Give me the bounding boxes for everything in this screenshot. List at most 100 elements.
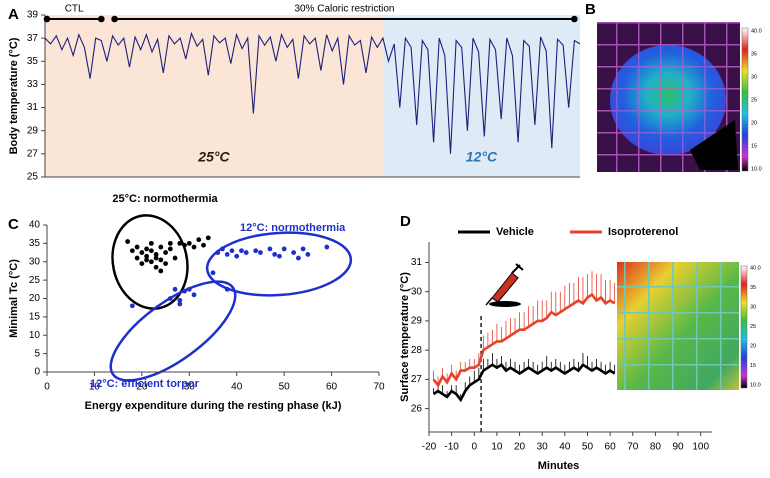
point	[210, 270, 216, 276]
point	[148, 259, 154, 265]
panel-letter: B	[585, 1, 596, 18]
cluster-ellipses	[109, 214, 353, 382]
point	[205, 235, 211, 241]
point	[139, 250, 145, 255]
y-tick-label: 30	[29, 256, 41, 267]
point	[153, 252, 159, 257]
region-label: 25°C	[197, 149, 230, 165]
scale-label: 35	[751, 51, 757, 57]
y-tick-label: 35	[27, 56, 39, 67]
line	[44, 31, 581, 154]
point	[186, 286, 192, 292]
period-end	[43, 15, 51, 23]
thermal-image-b	[597, 22, 749, 172]
point	[224, 286, 230, 292]
y-tick-label: 26	[411, 403, 423, 414]
y-tick-label: 27	[27, 148, 39, 159]
y-tick-label: 0	[34, 367, 40, 378]
point	[182, 288, 187, 294]
point	[220, 246, 225, 252]
x-tick-label: 0	[471, 442, 477, 453]
point	[272, 252, 278, 257]
point	[234, 253, 240, 259]
x-tick-label: 50	[279, 382, 291, 393]
point	[163, 261, 168, 266]
y-axis-title: Body temperature (°C)	[8, 37, 20, 154]
x-tick-label: 30	[184, 382, 196, 393]
point	[134, 255, 140, 261]
x-tick-label: 10	[89, 382, 101, 393]
y-tick-label: 37	[27, 33, 39, 44]
period-end	[98, 15, 105, 23]
y-tick-label: 35	[29, 238, 41, 249]
period-end	[111, 15, 118, 23]
point	[215, 250, 221, 255]
x-tick-label: -20	[422, 442, 437, 453]
scale-label: 20	[750, 343, 756, 349]
point	[153, 264, 159, 270]
annotation: 12°C: normothermia	[240, 222, 346, 234]
y-tick-label: 29	[27, 125, 39, 136]
x-tick-label: 10	[491, 442, 503, 453]
point	[196, 237, 202, 243]
point	[134, 244, 140, 250]
point	[324, 244, 330, 250]
panel-letter: C	[8, 216, 19, 233]
y-tick-label: 15	[29, 312, 41, 323]
point	[158, 257, 164, 263]
scale-label: 25	[750, 324, 756, 330]
point	[258, 250, 263, 255]
point	[129, 303, 135, 309]
x-tick-label: 60	[326, 382, 338, 393]
point	[300, 246, 306, 252]
y-tick-label: 27	[411, 374, 423, 385]
scale-label: 15	[750, 363, 756, 369]
scale-label: 40.0	[751, 28, 762, 34]
x-tick-label: 70	[373, 382, 385, 393]
point	[153, 255, 159, 261]
point	[158, 244, 164, 250]
y-tick-label: 30	[411, 286, 423, 297]
y-axis-title: Minimal Tc (°C)	[8, 259, 20, 338]
y-tick-label: 20	[29, 293, 41, 304]
x-tick-label: 90	[672, 442, 684, 453]
annotation: 12°C: efficient torpor	[90, 378, 200, 390]
scale-label: 10.0	[750, 382, 761, 388]
point	[144, 257, 150, 263]
point	[172, 255, 178, 261]
x-tick-label: 100	[692, 442, 709, 453]
scale-label: 15	[751, 143, 757, 149]
point	[139, 261, 145, 266]
point	[182, 242, 187, 248]
y-tick-label: 28	[411, 345, 423, 356]
x-tick-label: -10	[444, 442, 459, 453]
scale-label: 40.0	[750, 265, 761, 271]
point	[253, 248, 259, 254]
y-tick-label: 39	[27, 10, 39, 21]
legend-label: Vehicle	[496, 226, 534, 238]
point	[295, 255, 301, 261]
point	[224, 252, 230, 257]
y-tick-label: 33	[27, 79, 39, 90]
line	[432, 363, 616, 403]
point	[172, 286, 178, 292]
y-tick-label: 10	[29, 330, 41, 341]
x-tick-label: 70	[627, 442, 639, 453]
point	[167, 240, 173, 246]
x-tick-label: 30	[537, 442, 549, 453]
y-axis-title: Surface temperature (°C)	[399, 272, 411, 402]
point	[229, 248, 235, 254]
point	[281, 246, 287, 252]
point	[305, 252, 311, 257]
y-tick-label: 40	[29, 220, 41, 231]
y-tick-label: 5	[34, 348, 40, 359]
point	[167, 296, 173, 301]
annotation: 25°C: normothermia	[112, 193, 218, 205]
scale-label: 25	[751, 97, 757, 103]
point	[239, 248, 244, 254]
point	[129, 248, 135, 254]
x-tick-label: 40	[559, 442, 571, 453]
x-tick-label: 40	[231, 382, 243, 393]
point	[148, 240, 154, 246]
